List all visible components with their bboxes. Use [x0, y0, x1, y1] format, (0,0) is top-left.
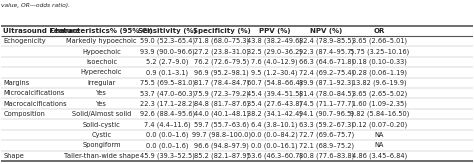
Text: 63.3 (59.2–67.3): 63.3 (59.2–67.3): [299, 121, 354, 128]
Text: NA: NA: [375, 132, 384, 138]
Text: 81.7 (78.4–84.7): 81.7 (78.4–84.7): [194, 80, 249, 86]
Text: 0.0 (0.0–16.1): 0.0 (0.0–16.1): [251, 142, 298, 149]
Text: 9.82 (5.84–16.50): 9.82 (5.84–16.50): [350, 111, 409, 117]
Text: 44.0 (40.1–48.1): 44.0 (40.1–48.1): [194, 111, 249, 117]
Text: Composition: Composition: [3, 111, 45, 117]
Text: Irregular: Irregular: [87, 80, 116, 86]
Text: 82.4 (78.9–85.5): 82.4 (78.9–85.5): [299, 38, 354, 44]
Text: 53.6 (46.3–60.7): 53.6 (46.3–60.7): [247, 153, 302, 159]
Text: 13.82 (9.6–19.9): 13.82 (9.6–19.9): [352, 80, 407, 86]
Text: Solid-cystic: Solid-cystic: [82, 122, 120, 128]
Text: Yes: Yes: [96, 90, 107, 96]
Text: 66.3 (64.6–71.8): 66.3 (64.6–71.8): [299, 59, 354, 65]
Text: 84.8 (81.7–87.6): 84.8 (81.7–87.6): [194, 101, 249, 107]
Text: 1.60 (1.09–2.35): 1.60 (1.09–2.35): [352, 101, 407, 107]
Text: 71.8 (68.0–75.3): 71.8 (68.0–75.3): [194, 38, 249, 44]
Text: 96.9 (95.2–98.1): 96.9 (95.2–98.1): [194, 69, 249, 76]
Text: 53.7 (47.0–60.3): 53.7 (47.0–60.3): [140, 90, 195, 97]
Text: Hypoechoic: Hypoechoic: [82, 49, 121, 55]
Text: Isoechoic: Isoechoic: [86, 59, 117, 65]
Text: 0.0 (0.0–1.6): 0.0 (0.0–1.6): [146, 142, 189, 149]
Text: 92.3 (87.4–95.7): 92.3 (87.4–95.7): [299, 48, 354, 55]
Text: 7.4 (4.4–11.6): 7.4 (4.4–11.6): [144, 121, 191, 128]
Text: 80.8 (77.6–83.8): 80.8 (77.6–83.8): [299, 153, 354, 159]
Text: 0.0 (0.0–1.6): 0.0 (0.0–1.6): [146, 132, 189, 138]
Text: 7.6 (4.0–12.9): 7.6 (4.0–12.9): [251, 59, 298, 65]
Text: 45.9 (39.3–52.5): 45.9 (39.3–52.5): [140, 153, 195, 159]
Text: Microcalcifications: Microcalcifications: [3, 90, 64, 96]
Text: 59.7 (55.7–63.6): 59.7 (55.7–63.6): [194, 121, 249, 128]
Text: Hyperechoic: Hyperechoic: [81, 69, 122, 75]
Text: 72.4 (69.2–75.4): 72.4 (69.2–75.4): [299, 69, 354, 76]
Text: 4.86 (3.45–6.84): 4.86 (3.45–6.84): [352, 153, 407, 159]
Text: 35.4 (27.6–43.8): 35.4 (27.6–43.8): [247, 101, 302, 107]
Text: 72.7 (69.6–75.7): 72.7 (69.6–75.7): [299, 132, 354, 138]
Text: 0.0 (0.0–84.2): 0.0 (0.0–84.2): [251, 132, 298, 138]
Text: Taller-than-wide shape: Taller-than-wide shape: [64, 153, 139, 159]
Text: 5.2 (2.7–9.0): 5.2 (2.7–9.0): [146, 59, 189, 65]
Text: NA: NA: [375, 142, 384, 148]
Text: 0.28 (0.06–1.19): 0.28 (0.06–1.19): [352, 69, 407, 76]
Text: 93.9 (90.0–96.6): 93.9 (90.0–96.6): [140, 48, 195, 55]
Text: 0.12 (0.07–0.20): 0.12 (0.07–0.20): [352, 121, 407, 128]
Text: 96.6 (94.8–97.9): 96.6 (94.8–97.9): [194, 142, 249, 149]
Text: value, OR—odds ratio).: value, OR—odds ratio).: [1, 3, 70, 8]
Text: 0.18 (0.10–0.33): 0.18 (0.10–0.33): [352, 59, 407, 65]
Text: 43.8 (38.2–49.6): 43.8 (38.2–49.6): [247, 38, 302, 44]
Text: Macrocalcifications: Macrocalcifications: [3, 101, 67, 107]
Text: Spongiform: Spongiform: [82, 142, 121, 148]
Text: Specificity (%): Specificity (%): [193, 28, 251, 34]
Text: 22.3 (17.1–28.2): 22.3 (17.1–28.2): [140, 101, 195, 107]
Text: 60.7 (54.8–66.4): 60.7 (54.8–66.4): [247, 80, 302, 86]
Text: NPV (%): NPV (%): [310, 28, 343, 34]
Text: Solid/Almost solid: Solid/Almost solid: [72, 111, 131, 117]
Text: 9.5 (1.2–30.4): 9.5 (1.2–30.4): [251, 69, 298, 76]
Text: 38.2 (34.1–42.4): 38.2 (34.1–42.4): [247, 111, 302, 117]
Text: Markedly hypoechoic: Markedly hypoechoic: [66, 38, 137, 44]
Text: 92.6 (88.4–95.6): 92.6 (88.4–95.6): [140, 111, 195, 117]
Text: 3.65 (2.65–5.02): 3.65 (2.65–5.02): [352, 90, 407, 97]
Text: 94.1 (90.7–96.5): 94.1 (90.7–96.5): [299, 111, 354, 117]
Text: 85.2 (82.1–87.9): 85.2 (82.1–87.9): [194, 153, 249, 159]
Text: Yes: Yes: [96, 101, 107, 107]
Text: 3.65 (2.66–5.01): 3.65 (2.66–5.01): [352, 38, 407, 44]
Text: 89.9 (87.1–92.3): 89.9 (87.1–92.3): [299, 80, 354, 86]
Text: 72.1 (68.9–75.2): 72.1 (68.9–75.2): [299, 142, 354, 149]
Text: Ultrasound Feature: Ultrasound Feature: [3, 28, 80, 34]
Text: Margins: Margins: [3, 80, 29, 86]
Text: Echogenicity: Echogenicity: [3, 38, 46, 44]
Text: PPV (%): PPV (%): [259, 28, 291, 34]
Text: 74.5 (71.1–77.7): 74.5 (71.1–77.7): [299, 101, 354, 107]
Text: 59.0 (52.3–65.4): 59.0 (52.3–65.4): [140, 38, 195, 44]
Text: Sensitivity (%): Sensitivity (%): [138, 28, 197, 34]
Text: 99.7 (98.8–100.0): 99.7 (98.8–100.0): [192, 132, 251, 138]
Text: 45.4 (39.4–51.5): 45.4 (39.4–51.5): [247, 90, 302, 97]
Text: 75.5 (69.5–81.0): 75.5 (69.5–81.0): [140, 80, 195, 86]
Text: Shape: Shape: [3, 153, 24, 159]
Text: OR: OR: [374, 28, 385, 34]
Text: 5.75 (3.25–10.16): 5.75 (3.25–10.16): [350, 48, 409, 55]
Text: 81.4 (78.0–84.5): 81.4 (78.0–84.5): [299, 90, 354, 97]
Text: 27.2 (23.8–31.0): 27.2 (23.8–31.0): [194, 48, 249, 55]
Text: 32.5 (29.0–36.2): 32.5 (29.0–36.2): [247, 48, 302, 55]
Text: Cystic: Cystic: [91, 132, 111, 138]
Text: 0.9 (0.1–3.1): 0.9 (0.1–3.1): [146, 69, 189, 76]
Text: Characteristics% (95% CI): Characteristics% (95% CI): [50, 28, 153, 34]
Text: 76.2 (72.6–79.5): 76.2 (72.6–79.5): [194, 59, 249, 65]
Text: 6.4 (3.8–10.1): 6.4 (3.8–10.1): [251, 121, 298, 128]
Text: 75.9 (72.3–79.2): 75.9 (72.3–79.2): [194, 90, 249, 97]
